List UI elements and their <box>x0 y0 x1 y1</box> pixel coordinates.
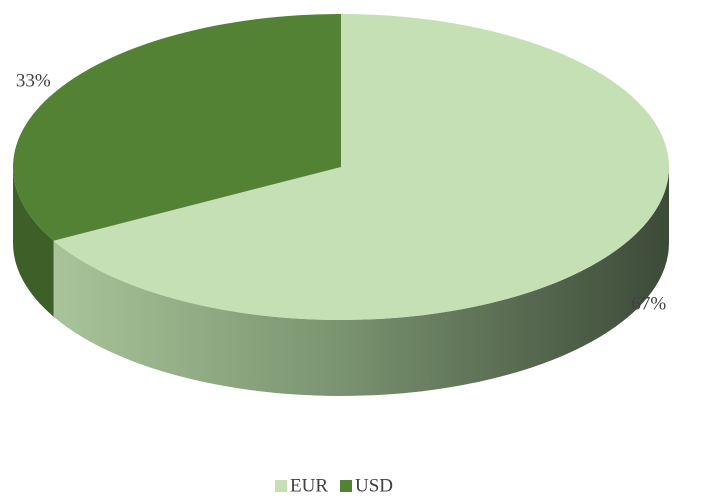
legend-swatch <box>340 480 352 492</box>
slice-side <box>12 167 54 317</box>
legend-label: USD <box>355 475 393 495</box>
data-label: 67% <box>631 293 666 314</box>
pie-slice <box>53 14 669 396</box>
data-label: 33% <box>16 70 51 91</box>
slice-top <box>53 14 669 320</box>
legend-label: EUR <box>290 475 328 495</box>
pie-slice <box>12 14 342 317</box>
slice-top <box>13 14 342 241</box>
legend-swatch <box>275 480 287 492</box>
slice-side <box>53 167 669 396</box>
